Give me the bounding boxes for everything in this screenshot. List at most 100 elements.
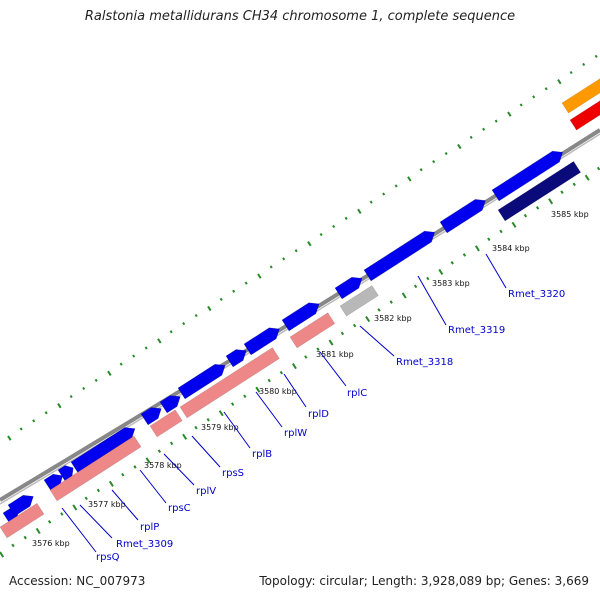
scale-tick: [328, 339, 334, 346]
gc-tick: [157, 338, 162, 344]
scale-tick: [499, 229, 503, 234]
gc-tick: [394, 184, 398, 188]
gene-label[interactable]: rplD: [308, 409, 329, 420]
gene-label[interactable]: rplC: [347, 388, 367, 399]
gene-label[interactable]: Rmet_3320: [508, 289, 565, 300]
gene-label[interactable]: rplW: [284, 428, 307, 439]
gc-tick: [132, 354, 136, 358]
kbp-labels: 3576 kbp 3577 kbp 3578 kbp 3579 kbp 3580 kbp…: [32, 210, 589, 548]
reverse-feature: [49, 435, 142, 502]
gene-forward: [334, 276, 363, 300]
inner-tick-track: [0, 166, 600, 558]
gc-tick: [107, 370, 112, 376]
kbp-tick-label: 3577 kbp: [88, 500, 126, 509]
gene-forward: [491, 150, 564, 202]
scale-tick: [352, 323, 357, 328]
gc-tick: [382, 192, 386, 196]
gc-tick: [544, 87, 548, 91]
gene-label[interactable]: rpsQ: [96, 552, 120, 563]
gc-tick: [294, 249, 298, 253]
gc-tick: [119, 362, 123, 366]
kbp-tick-label: 3583 kbp: [432, 279, 470, 288]
gc-tick: [57, 403, 62, 409]
gc-tick: [432, 160, 436, 164]
gc-tick: [94, 378, 98, 382]
scale-tick: [413, 284, 418, 289]
reverse-feature: [0, 502, 45, 539]
gene-label[interactable]: rplB: [252, 449, 272, 460]
gene-leader-line: [191, 435, 221, 468]
scale-tick: [60, 512, 64, 516]
gene-leader-line: [283, 373, 307, 408]
scale-tick: [535, 206, 540, 210]
gc-tick: [507, 111, 512, 117]
scale-tick: [596, 166, 600, 171]
scale-tick: [218, 410, 224, 417]
scale-tick: [304, 355, 308, 359]
reverse-feature: [149, 409, 183, 438]
gene-label[interactable]: Rmet_3319: [448, 325, 505, 336]
scale-tick: [316, 347, 320, 351]
gc-tick: [44, 411, 48, 415]
gc-tick: [82, 386, 86, 391]
scale-tick: [548, 198, 554, 205]
gc-tick: [307, 241, 312, 247]
gc-tick: [269, 265, 273, 269]
gene-leader-line: [485, 253, 507, 289]
reverse-feature: [289, 312, 336, 349]
gc-tick: [319, 232, 323, 237]
gene-forward: [281, 302, 320, 332]
scale-tick: [255, 386, 261, 393]
gene-forward: [439, 199, 486, 234]
gene-labels: rpsQRmet_3309rplPrpsCrplVrpsSrplBrplWrpl…: [61, 253, 565, 563]
kbp-tick-label: 3580 kbp: [259, 387, 297, 396]
gc-tick: [69, 394, 73, 399]
scale-tick: [365, 315, 371, 323]
scale-tick: [0, 551, 5, 558]
gc-tick: [232, 289, 236, 293]
scale-tick: [157, 449, 162, 454]
scale-tick: [108, 480, 114, 487]
gene-label[interactable]: Rmet_3309: [116, 539, 173, 550]
scale-tick: [121, 472, 125, 477]
scale-tick: [279, 370, 284, 375]
gc-tick: [19, 427, 23, 431]
gc-tick: [144, 346, 148, 350]
gene-label[interactable]: rpsS: [222, 468, 244, 479]
gene-forward: [225, 349, 247, 368]
gc-tick: [32, 419, 36, 423]
scale-tick: [47, 520, 52, 524]
gc-tick: [519, 103, 523, 107]
kbp-tick-label: 3584 kbp: [492, 244, 530, 253]
scale-tick: [438, 268, 444, 275]
gene-reverse: [497, 160, 582, 222]
gc-tick: [482, 127, 486, 131]
scale-tick: [11, 543, 15, 548]
scale-tick: [194, 425, 198, 430]
scale-tick: [389, 300, 393, 304]
gc-tick: [282, 257, 286, 261]
gc-tick: [369, 200, 373, 204]
gene-label[interactable]: rpsC: [168, 503, 191, 514]
gc-tick: [594, 54, 598, 58]
gc-tick: [182, 322, 186, 326]
gc-tick: [582, 62, 586, 67]
gc-tick: [207, 305, 212, 312]
gene-leader-line: [223, 411, 251, 449]
gene-label[interactable]: rplP: [140, 522, 159, 533]
scale-tick: [462, 253, 467, 257]
gene-label[interactable]: Rmet_3318: [396, 357, 453, 368]
gc-tick: [357, 208, 362, 214]
gene-forward: [140, 407, 162, 426]
scale-tick: [291, 363, 297, 370]
scale-tick: [450, 261, 454, 265]
scale-tick: [572, 182, 576, 187]
kbp-tick-label: 3578 kbp: [144, 461, 182, 470]
gc-tick: [344, 216, 348, 220]
gene-forward: [7, 494, 34, 517]
gene-label[interactable]: rplV: [196, 486, 216, 497]
gc-tick: [457, 143, 462, 150]
scale-tick: [487, 237, 491, 242]
scale-tick: [511, 221, 517, 228]
